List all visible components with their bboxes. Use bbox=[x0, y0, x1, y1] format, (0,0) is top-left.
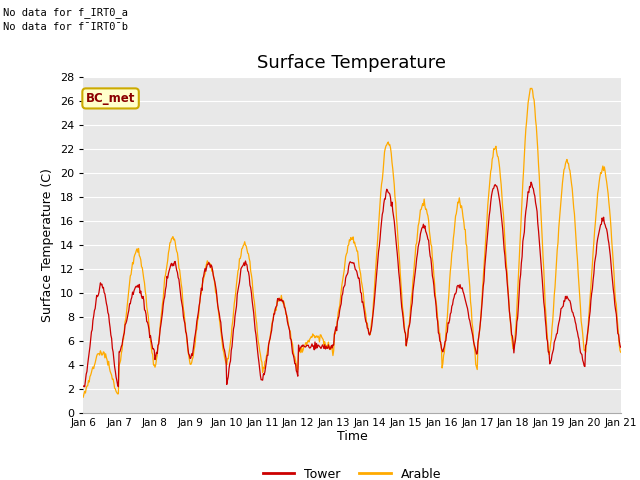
Y-axis label: Surface Temperature (C): Surface Temperature (C) bbox=[42, 168, 54, 322]
Text: No data for f_IRT0_a: No data for f_IRT0_a bbox=[3, 7, 128, 18]
X-axis label: Time: Time bbox=[337, 431, 367, 444]
Text: BC_met: BC_met bbox=[86, 92, 135, 105]
Text: No data for f¯IRT0¯b: No data for f¯IRT0¯b bbox=[3, 22, 128, 32]
Title: Surface Temperature: Surface Temperature bbox=[257, 54, 447, 72]
Legend: Tower, Arable: Tower, Arable bbox=[258, 463, 446, 480]
